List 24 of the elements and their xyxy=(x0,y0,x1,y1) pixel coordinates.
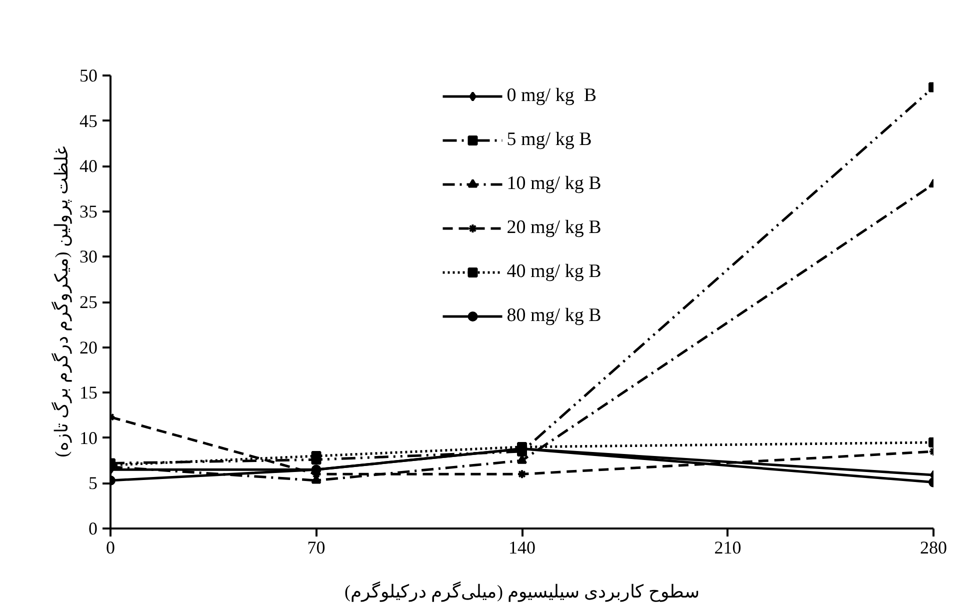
x-tick-label: 210 xyxy=(714,538,742,558)
y-tick-label: 45 xyxy=(80,110,98,131)
x-tick-label: 70 xyxy=(307,538,326,558)
x-tick-label: 140 xyxy=(508,538,536,558)
legend-label: 80 mg/ kg B xyxy=(506,305,602,327)
y-tick-label: 20 xyxy=(80,337,98,358)
y-tick-label: 5 xyxy=(88,473,98,494)
legend-label: 10 mg/ kg B xyxy=(506,173,602,195)
y-tick-label: 30 xyxy=(80,246,98,267)
x-tick-label: 280 xyxy=(920,538,947,558)
x-axis-title: سطوح کاربردی سیلیسیوم (میلی‌گرم درکیلوگرم) xyxy=(344,580,700,602)
y-tick-label: 15 xyxy=(80,382,98,403)
y-tick-label: 10 xyxy=(80,428,98,448)
legend-label: 20 mg/ kg B xyxy=(506,217,602,239)
y-axis-title: غلظت پرولین (میکروگرم درگرم برگ تازه) xyxy=(50,146,72,458)
y-tick-label: 25 xyxy=(80,292,98,312)
x-tick-label: 0 xyxy=(106,538,115,558)
legend-label: 0 mg/ kg B xyxy=(506,85,596,107)
y-tick-label: 0 xyxy=(88,518,98,538)
legend-label: 40 mg/ kg B xyxy=(506,261,602,283)
y-tick-label: 35 xyxy=(80,201,98,222)
y-tick-label: 40 xyxy=(80,156,98,176)
legend-label: 5 mg/ kg B xyxy=(506,129,592,151)
y-tick-label: 50 xyxy=(80,66,98,86)
